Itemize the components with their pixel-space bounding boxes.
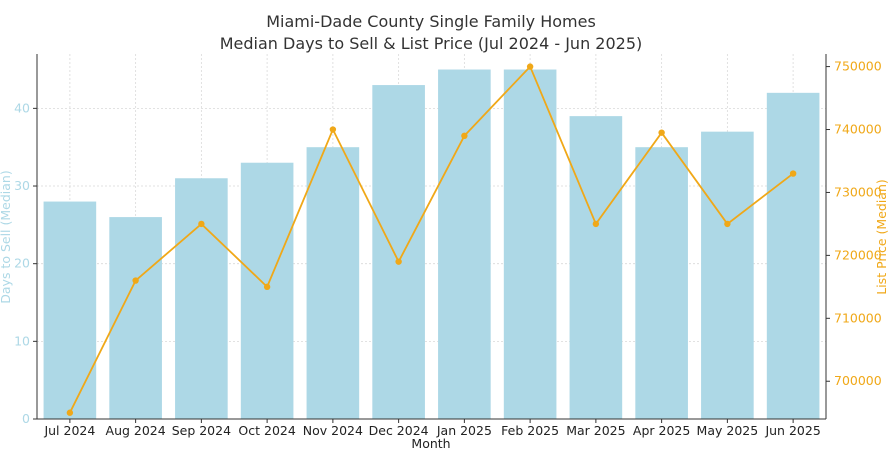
x-tick-label: Oct 2024 (238, 423, 295, 438)
y-right-tick-label: 740000 (834, 122, 882, 137)
x-tick-label: Feb 2025 (501, 423, 559, 438)
x-tick-label: Apr 2025 (633, 423, 690, 438)
chart-title-line-2: Median Days to Sell & List Price (Jul 20… (220, 34, 643, 53)
bar-days-to-sell (766, 92, 820, 420)
bar-days-to-sell (43, 201, 97, 419)
point-list-price (329, 126, 337, 133)
chart-title-line-1: Miami-Dade County Single Family Homes (266, 12, 596, 31)
y-left-tick-label: 10 (14, 333, 30, 348)
x-tick-label: Jan 2025 (436, 423, 492, 438)
y-left-tick-label: 0 (22, 411, 30, 426)
point-list-price (789, 170, 797, 177)
bar-days-to-sell (635, 147, 688, 420)
bar-days-to-sell (175, 178, 228, 419)
bar-days-to-sell (503, 69, 557, 419)
x-tick-label: Nov 2024 (303, 423, 363, 438)
bar-days-to-sell (306, 147, 360, 420)
bar-days-to-sell (569, 116, 623, 420)
x-tick-label: Mar 2025 (566, 423, 625, 438)
y-right-tick-label: 730000 (834, 184, 882, 199)
x-tick-label: Jun 2025 (764, 423, 820, 438)
bar-days-to-sell (438, 69, 491, 419)
y-axis-label-right: List Price (Median) (874, 179, 889, 295)
point-list-price (461, 132, 468, 140)
point-list-price (198, 220, 205, 228)
line-series (66, 63, 797, 416)
y-left-tick-label: 30 (14, 178, 30, 193)
x-axis-label: Month (411, 436, 450, 451)
y-right-tick-label: 700000 (834, 373, 882, 388)
bar-days-to-sell (240, 162, 294, 420)
line-list-price (69, 64, 794, 414)
point-list-price (592, 220, 600, 228)
y-right-tick-label: 750000 (834, 59, 882, 74)
x-tick-label: Sep 2024 (172, 423, 231, 438)
point-list-price (526, 63, 534, 70)
point-list-price (263, 283, 271, 291)
axes (33, 54, 830, 423)
point-list-price (66, 409, 74, 416)
x-tick-label: May 2025 (697, 423, 759, 438)
y-axis-label-left: Days to Sell (Median) (0, 170, 13, 303)
x-tick-label: Aug 2024 (106, 423, 166, 438)
y-right-tick-label: 710000 (834, 310, 882, 325)
y-left-tick-label: 40 (14, 100, 30, 115)
tick-labels: Jul 2024 Aug 2024 Sep 2024 Oct 2024 Nov 2024… (14, 59, 882, 438)
point-list-price (132, 277, 139, 284)
point-list-price (724, 220, 731, 228)
point-list-price (395, 258, 402, 265)
x-tick-label: Dec 2024 (369, 423, 429, 438)
bar-days-to-sell (109, 217, 162, 419)
bar-series (43, 69, 820, 420)
x-tick-label: Jul 2024 (43, 423, 95, 438)
bar-days-to-sell (701, 131, 754, 419)
point-list-price (658, 129, 665, 136)
bar-days-to-sell (372, 85, 425, 419)
y-right-tick-label: 720000 (834, 247, 882, 262)
y-left-tick-label: 20 (14, 256, 30, 271)
